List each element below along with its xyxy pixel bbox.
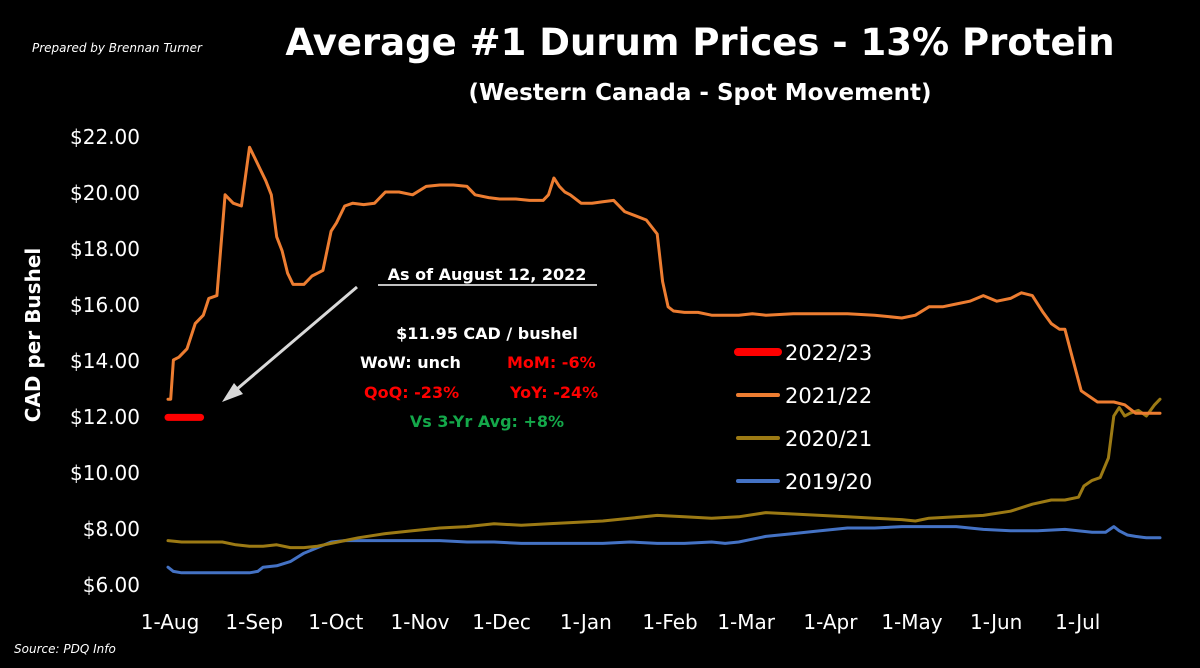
legend-label: 2022/23 (785, 341, 872, 365)
x-tick-label: 1-Sep (225, 610, 283, 634)
x-tick-label: 1-Dec (472, 610, 531, 634)
series-line-2019-20 (166, 525, 1162, 575)
annotation-mom: MoM: -6% (507, 353, 596, 372)
y-tick-label: $12.00 (70, 405, 140, 429)
annotation-price: $11.95 CAD / bushel (396, 324, 578, 343)
y-tick-label: $20.00 (70, 181, 140, 205)
annotation-arrow-shaft (229, 285, 358, 397)
x-tick-label: 1-Apr (803, 610, 858, 634)
x-tick-label: 1-Aug (141, 610, 200, 634)
x-tick-label: 1-Oct (308, 610, 363, 634)
y-tick-label: $8.00 (83, 517, 140, 541)
prepared-by: Prepared by Brennan Turner (32, 41, 203, 55)
series-line-2020-21 (166, 397, 1162, 550)
x-tick-label: 1-May (881, 610, 942, 634)
source-note: Source: PDQ Info (14, 642, 116, 656)
y-tick-label: $22.00 (70, 125, 140, 149)
y-axis-ticks: $6.00 $8.00 $10.00 $12.00 $14.00 $16.00 $18.00… (70, 125, 140, 597)
series-line-2021-22 (166, 145, 1162, 415)
y-axis-label: CAD per Bushel (21, 248, 45, 422)
chart-title: Average #1 Durum Prices - 13% Protein (285, 21, 1114, 64)
y-tick-label: $18.00 (70, 237, 140, 261)
legend-label: 2020/21 (785, 427, 872, 451)
annotation-qoq: QoQ: -23% (364, 383, 459, 402)
x-tick-label: 1-Nov (391, 610, 450, 634)
x-axis-ticks: 1-Aug 1-Sep 1-Oct 1-Nov 1-Dec 1-Jan 1-Feb 1-Mar… (141, 610, 1101, 634)
annotation-wow: WoW: unch (360, 353, 461, 372)
annotation-arrow-head (222, 383, 243, 402)
x-tick-label: 1-Jan (560, 610, 612, 634)
annotation-yoy: YoY: -24% (509, 383, 598, 402)
y-tick-label: $10.00 (70, 461, 140, 485)
annotation-as-of: As of August 12, 2022 (388, 265, 587, 284)
y-tick-label: $6.00 (83, 573, 140, 597)
x-tick-label: 1-Jul (1055, 610, 1100, 634)
legend: 2022/23 2021/22 2020/21 2019/20 (734, 341, 872, 494)
x-tick-label: 1-Feb (642, 610, 697, 634)
x-tick-label: 1-Jun (970, 610, 1022, 634)
annotation-vs-3yr: Vs 3-Yr Avg: +8% (410, 412, 564, 431)
chart-subtitle: (Western Canada - Spot Movement) (468, 80, 931, 106)
legend-label: 2021/22 (785, 384, 872, 408)
y-tick-label: $14.00 (70, 349, 140, 373)
annotation-block: As of August 12, 2022 $11.95 CAD / bushe… (222, 265, 598, 431)
series-lines (164, 145, 1162, 575)
y-tick-label: $16.00 (70, 293, 140, 317)
legend-label: 2019/20 (785, 470, 872, 494)
x-tick-label: 1-Mar (717, 610, 775, 634)
